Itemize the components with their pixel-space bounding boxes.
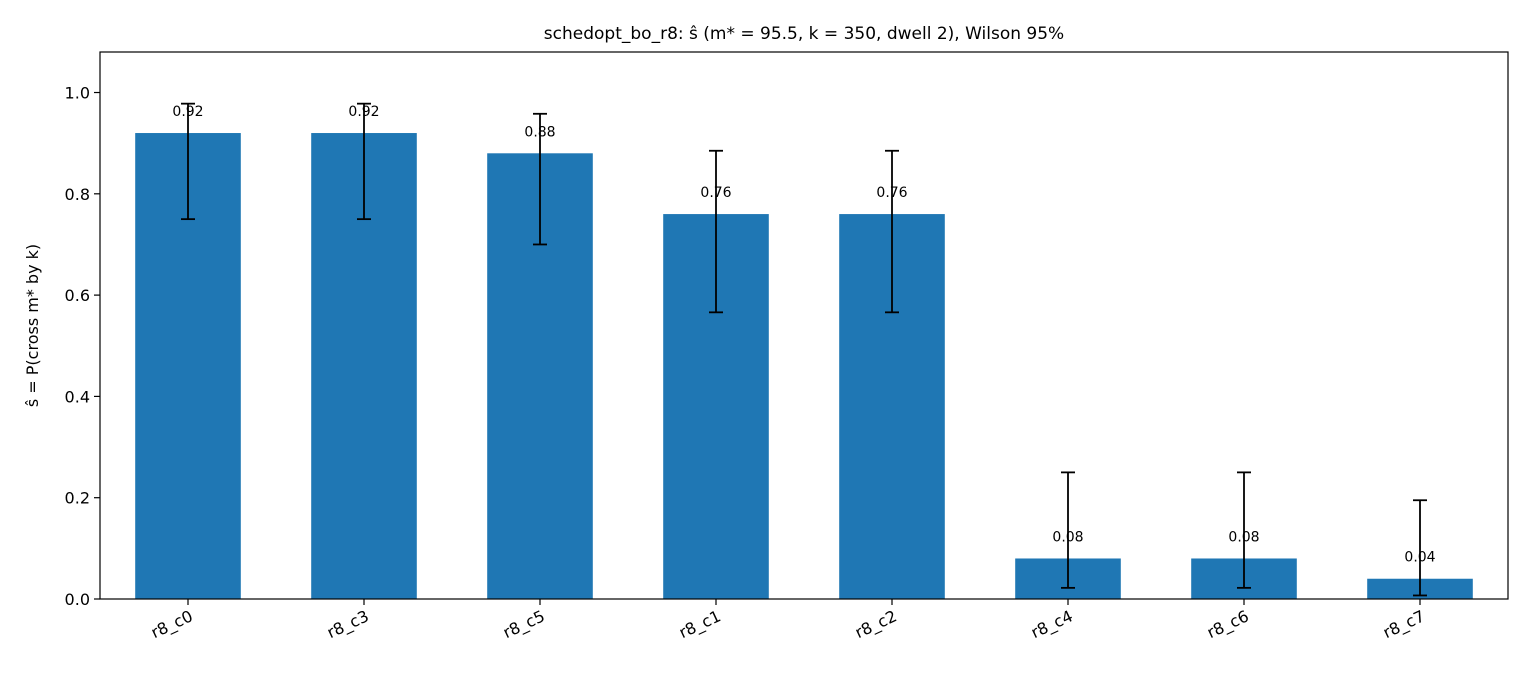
x-axis: r8_c0 r8_c3 r8_c5 r8_c1 r8_c2 r8_c4 r8_c6 r8_c7 (148, 599, 1428, 643)
x-tick-label-r8_c5: r8_c5 (500, 606, 548, 643)
x-tick-label-r8_c0: r8_c0 (148, 606, 196, 643)
errorbars-group (181, 102, 1427, 597)
value-label-r8_c2: 0.76 (876, 185, 907, 201)
x-tick-label-r8_c4: r8_c4 (1028, 606, 1076, 643)
x-tick-label-r8_c6: r8_c6 (1204, 606, 1252, 643)
bars-group (135, 133, 1473, 599)
errorbar-r8_c7 (1413, 499, 1427, 597)
errorbar-r8_c1 (709, 149, 723, 314)
errorbar-r8_c6 (1237, 471, 1251, 589)
y-tick-label: 0.2 (65, 489, 90, 508)
value-label-r8_c5: 0.88 (524, 124, 555, 140)
errorbar-r8_c3 (357, 102, 371, 221)
y-tick-label: 0.6 (65, 286, 90, 305)
errorbar-r8_c2 (885, 149, 899, 314)
x-tick-label-r8_c3: r8_c3 (324, 606, 372, 643)
y-tick-label: 0.0 (65, 590, 90, 609)
x-tick-label-r8_c2: r8_c2 (852, 606, 900, 643)
errorbar-r8_c5 (533, 112, 547, 246)
value-label-r8_c3: 0.92 (348, 104, 379, 120)
errorbar-r8_c0 (181, 102, 195, 221)
errorbar-r8_c4 (1061, 471, 1075, 589)
y-tick-label: 0.8 (65, 185, 90, 204)
value-label-r8_c1: 0.76 (700, 185, 731, 201)
y-tick-label: 1.0 (65, 84, 90, 103)
y-axis: 0.0 0.2 0.4 0.6 0.8 1.0 (65, 84, 100, 609)
value-label-r8_c6: 0.08 (1228, 529, 1259, 545)
y-tick-label: 0.4 (65, 387, 90, 406)
x-tick-label-r8_c7: r8_c7 (1380, 606, 1428, 643)
value-label-r8_c7: 0.04 (1404, 550, 1435, 566)
value-label-r8_c0: 0.92 (172, 104, 203, 120)
y-axis-label: ŝ = P(cross m* by k) (23, 244, 42, 407)
value-labels-group: 0.92 0.92 0.88 0.76 0.76 0.08 0.08 0.04 (172, 104, 1435, 566)
chart-title: schedopt_bo_r8: ŝ (m* = 95.5, k = 350, d… (544, 24, 1064, 44)
x-tick-label-r8_c1: r8_c1 (676, 606, 724, 643)
value-label-r8_c4: 0.08 (1052, 529, 1083, 545)
plot-frame (99, 51, 1509, 600)
